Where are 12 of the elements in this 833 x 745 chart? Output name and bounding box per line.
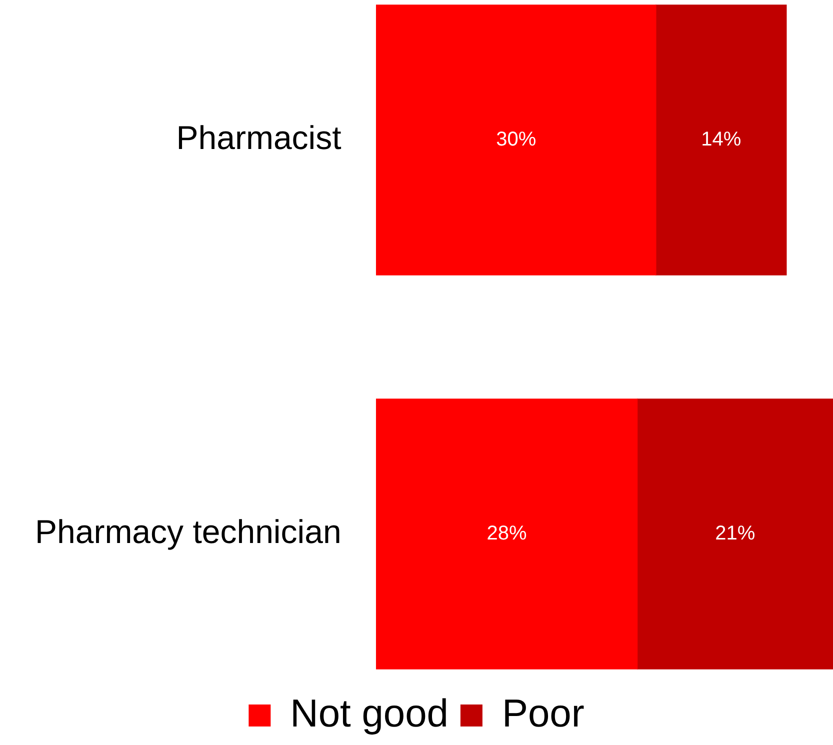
data-label: 14% — [701, 128, 742, 151]
y-tick-label: Pharmacy technician — [34, 513, 342, 550]
legend-label: Not good — [290, 692, 448, 736]
data-label: 30% — [496, 128, 536, 151]
bar — [376, 4, 656, 276]
bar — [636, 398, 833, 670]
data-label: 28% — [486, 522, 528, 545]
y-tick-label: Pharmacist — [176, 119, 342, 156]
bar — [376, 398, 638, 670]
bar — [656, 4, 787, 276]
data-label: 21% — [715, 522, 756, 545]
legend-label: Poor — [502, 692, 584, 736]
